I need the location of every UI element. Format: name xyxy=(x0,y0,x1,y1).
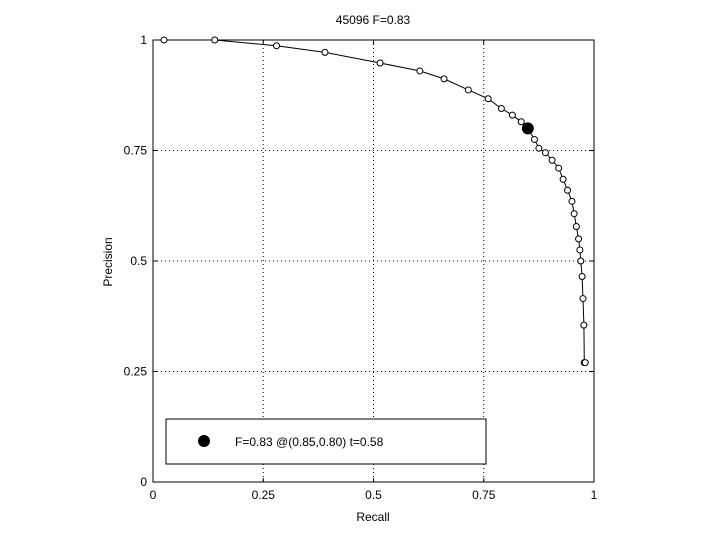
data-point xyxy=(272,42,280,50)
data-point xyxy=(580,321,588,329)
data-point xyxy=(484,95,492,103)
best-f-point xyxy=(521,122,534,135)
y-tick-label: 0 xyxy=(140,475,147,489)
data-point xyxy=(555,164,563,172)
x-tick-label: 1 xyxy=(591,488,598,502)
data-point xyxy=(579,295,587,303)
data-point xyxy=(570,210,578,218)
data-point xyxy=(464,86,472,94)
data-point xyxy=(568,197,576,205)
y-axis-label: Precision xyxy=(101,237,115,286)
data-point xyxy=(376,59,384,67)
x-tick-label: 0.25 xyxy=(252,488,276,502)
data-point xyxy=(440,75,448,83)
data-point xyxy=(321,48,329,56)
y-tick-label: 0.5 xyxy=(130,254,147,268)
data-point xyxy=(559,175,567,183)
data-point xyxy=(530,135,538,143)
y-tick-label: 1 xyxy=(140,33,147,47)
legend: F=0.83 @(0.85,0.80) t=0.58 xyxy=(165,418,487,465)
grid xyxy=(153,40,594,482)
data-point xyxy=(575,235,583,243)
x-tick-label: 0.75 xyxy=(472,488,496,502)
y-tick-label: 0.75 xyxy=(124,144,148,158)
x-axis-label: Recall xyxy=(356,510,389,524)
data-point xyxy=(541,149,549,157)
data-point xyxy=(535,144,543,152)
legend-label: F=0.83 @(0.85,0.80) t=0.58 xyxy=(235,435,384,449)
data-point xyxy=(416,67,424,75)
chart-title: 45096 F=0.83 xyxy=(336,13,411,27)
data-point xyxy=(497,105,505,113)
data-point xyxy=(577,257,585,265)
data-point xyxy=(508,111,516,119)
data-point xyxy=(548,156,556,164)
data-point xyxy=(160,36,168,44)
series-line-0 xyxy=(164,39,586,364)
legend-marker xyxy=(198,435,210,447)
x-tick-label: 0.5 xyxy=(365,488,382,502)
data-point xyxy=(576,246,584,254)
data-point xyxy=(572,223,580,231)
x-tick-label: 0 xyxy=(150,488,157,502)
data-point xyxy=(581,359,589,367)
data-point xyxy=(564,186,572,194)
data-point xyxy=(211,36,219,44)
data-point xyxy=(517,118,525,126)
legend-box xyxy=(165,418,487,465)
plot-area xyxy=(160,36,589,367)
data-point xyxy=(578,272,586,280)
y-tick-label: 0.25 xyxy=(124,365,148,379)
ticks: 0 0.25 0.5 0.75 1 0 0.25 0.5 0.75 1 xyxy=(124,33,598,502)
